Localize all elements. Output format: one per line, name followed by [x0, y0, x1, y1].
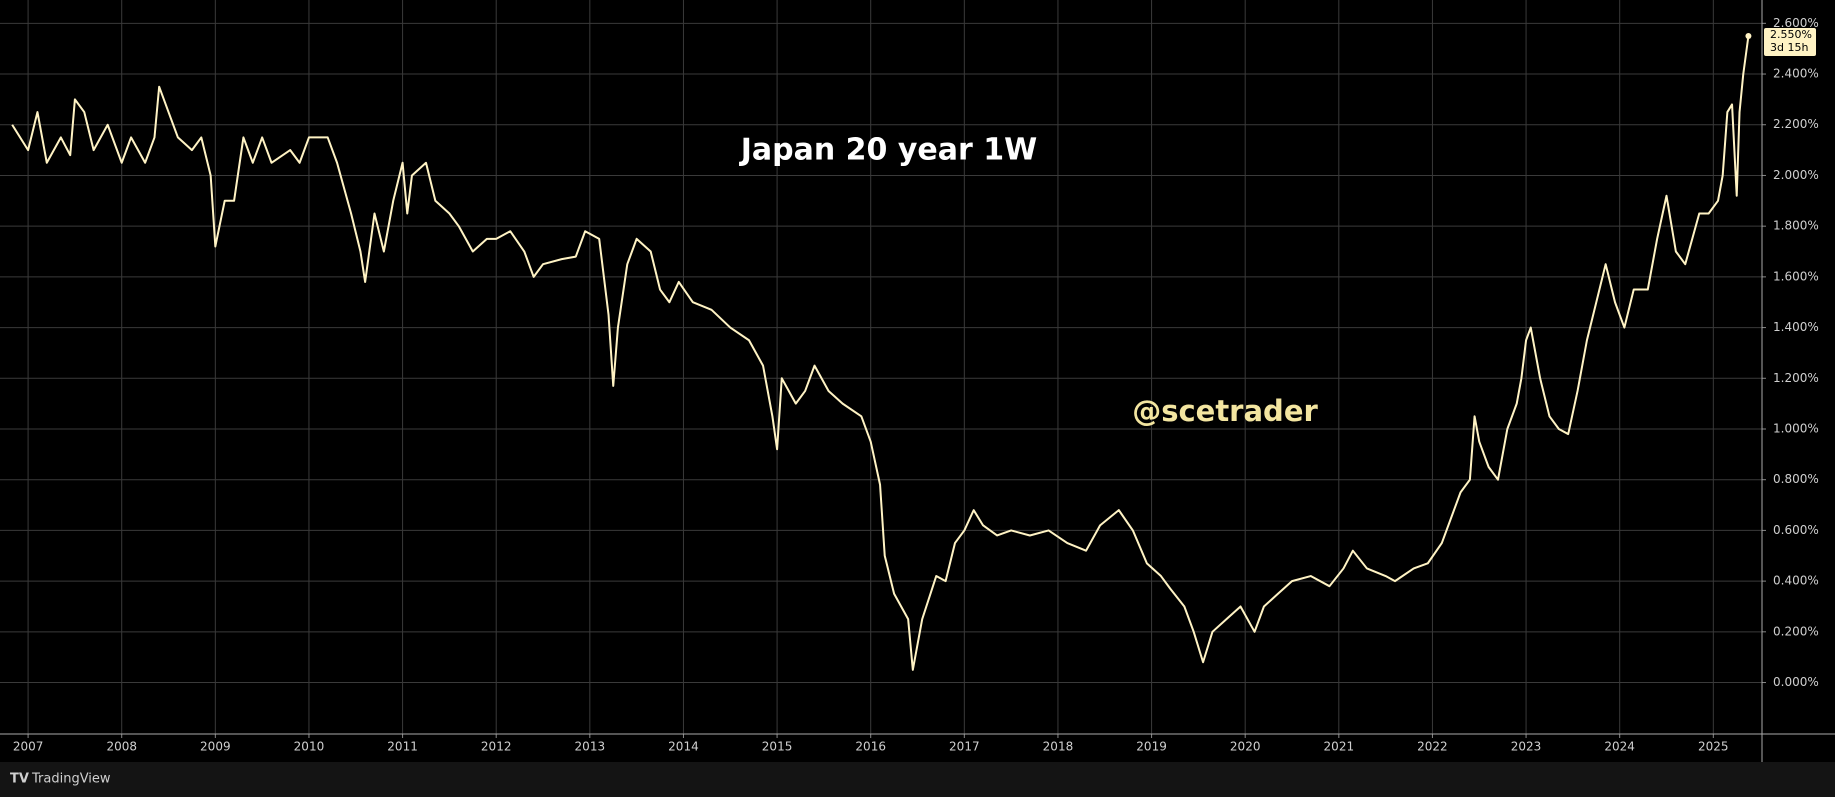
x-tick-label: 2011: [387, 740, 418, 754]
brand: TradingView: [31, 772, 111, 787]
y-tick-label: 1.400%: [1773, 320, 1819, 334]
x-tick-label: 2013: [575, 740, 606, 754]
countdown: 3d 15h: [1770, 41, 1808, 54]
grid: [0, 0, 1762, 734]
x-tick-label: 2024: [1604, 740, 1635, 754]
x-tick-label: 2009: [200, 740, 231, 754]
watermark: @scetrader: [1132, 394, 1318, 428]
x-tick-label: 2025: [1698, 740, 1729, 754]
last-point: [1745, 33, 1752, 40]
x-tick-label: 2022: [1417, 740, 1448, 754]
x-tick-label: 2017: [949, 740, 980, 754]
x-tick-label: 2021: [1324, 740, 1355, 754]
chart-title: Japan 20 year 1W: [739, 133, 1037, 168]
brand-logo: TV: [10, 772, 29, 787]
y-tick-label: 1.000%: [1773, 421, 1819, 435]
x-tick-label: 2015: [762, 740, 793, 754]
x-tick-label: 2008: [106, 740, 137, 754]
y-tick-label: 0.600%: [1773, 523, 1819, 537]
y-tick-label: 0.400%: [1773, 574, 1819, 588]
y-tick-label: 1.200%: [1773, 371, 1819, 385]
y-tick-label: 1.800%: [1773, 219, 1819, 233]
footer-bar: [0, 762, 1835, 797]
price-line: [11, 35, 1750, 671]
x-tick-label: 2016: [855, 740, 886, 754]
y-tick-label: 0.800%: [1773, 472, 1819, 486]
x-tick-label: 2007: [13, 740, 44, 754]
y-tick-label: 0.000%: [1773, 675, 1819, 689]
x-tick-label: 2018: [1043, 740, 1074, 754]
y-tick-label: 1.600%: [1773, 269, 1819, 283]
x-tick-label: 2020: [1230, 740, 1261, 754]
y-tick-label: 2.400%: [1773, 67, 1819, 81]
x-tick-label: 2012: [481, 740, 512, 754]
x-tick-label: 2014: [668, 740, 699, 754]
y-tick-label: 2.000%: [1773, 168, 1819, 182]
x-tick-label: 2010: [294, 740, 325, 754]
last-price-box: [1764, 28, 1816, 57]
last-price-label: 2.550%: [1770, 28, 1812, 41]
x-tick-label: 2019: [1136, 740, 1167, 754]
x-tick-label: 2023: [1511, 740, 1542, 754]
y-tick-label: 0.200%: [1773, 624, 1819, 638]
y-tick-label: 2.600%: [1773, 16, 1819, 30]
y-tick-label: 2.200%: [1773, 117, 1819, 131]
